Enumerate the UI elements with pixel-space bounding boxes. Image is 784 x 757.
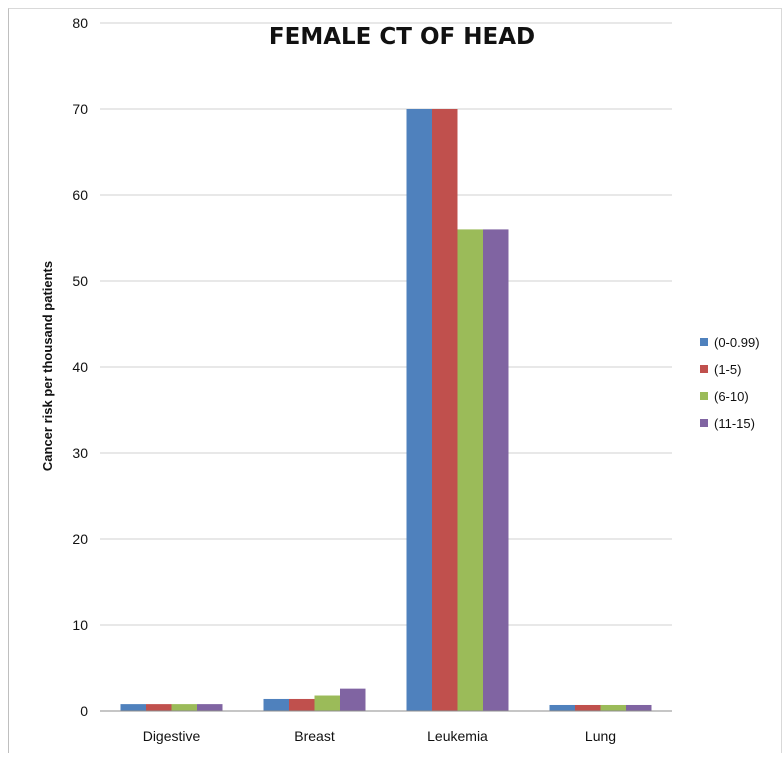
legend-label: (11-15) (714, 416, 755, 431)
y-axis-ticks: 0 10 20 30 40 50 60 70 80 (72, 15, 88, 719)
y-tick-label: 70 (72, 101, 88, 117)
y-tick-label: 80 (72, 15, 88, 31)
y-tick-label: 10 (72, 617, 88, 633)
bar-lung-series-3 (600, 704, 626, 711)
bar-breast-series-3 (314, 695, 340, 711)
legend-label: (0-0.99) (714, 335, 760, 350)
chart-title: FEMALE CT OF HEAD (269, 24, 535, 50)
bar-lung-series-2 (575, 704, 601, 711)
y-tick-label: 30 (72, 445, 88, 461)
bar-digestive-series-3 (171, 704, 197, 711)
x-category-label: Breast (294, 728, 335, 744)
chart-frame (8, 8, 782, 753)
legend-label: (1-5) (714, 362, 741, 377)
bar-digestive-series-4 (197, 704, 223, 711)
bar-breast-series-4 (340, 688, 366, 711)
legend-swatch (700, 365, 708, 373)
bar-breast-series-1 (263, 698, 289, 711)
bar-digestive-series-2 (146, 704, 172, 711)
legend-label: (6-10) (714, 389, 749, 404)
bar-digestive-series-1 (120, 704, 146, 711)
bar-lung-series-1 (549, 704, 575, 711)
legend-swatch (700, 419, 708, 427)
legend-swatch (700, 338, 708, 346)
x-category-label: Leukemia (427, 728, 488, 744)
x-axis-categories: Digestive Breast Leukemia Lung (143, 728, 616, 744)
bar-breast-series-2 (289, 698, 315, 711)
legend-swatch (700, 392, 708, 400)
y-tick-label: 40 (72, 359, 88, 375)
legend: (0-0.99) (1-5) (6-10) (11-15) (700, 335, 760, 431)
y-tick-label: 0 (80, 703, 88, 719)
bar-leukemia-series-3 (457, 229, 483, 711)
x-category-label: Digestive (143, 728, 201, 744)
y-tick-label: 20 (72, 531, 88, 547)
bar-lung-series-4 (626, 704, 652, 711)
bar-leukemia-series-4 (483, 229, 509, 711)
y-axis-label: Cancer risk per thousand patients (40, 261, 55, 471)
bar-leukemia-series-1 (406, 109, 432, 711)
bars (120, 109, 652, 711)
y-tick-label: 50 (72, 273, 88, 289)
x-category-label: Lung (585, 728, 616, 744)
gridlines (100, 22, 672, 626)
y-tick-label: 60 (72, 187, 88, 203)
bar-leukemia-series-2 (432, 109, 458, 711)
